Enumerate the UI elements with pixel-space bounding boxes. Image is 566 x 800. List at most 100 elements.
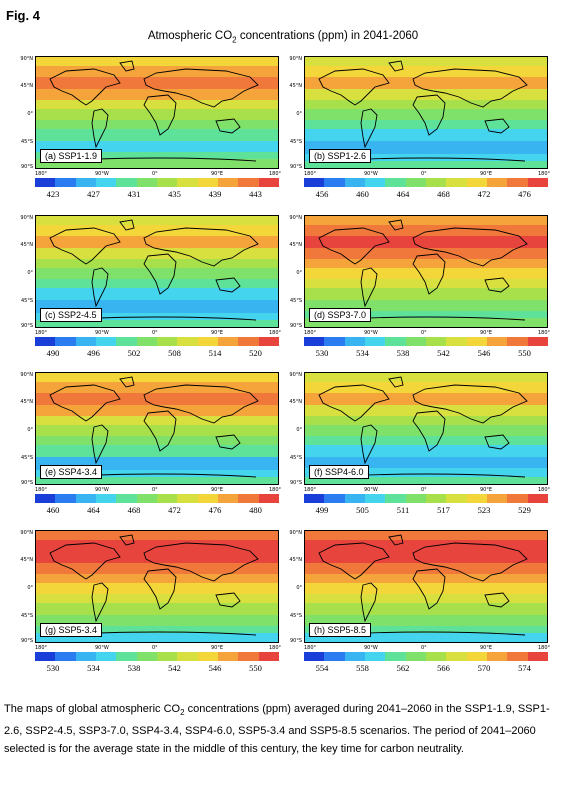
- colorbar-tick-label: 496: [87, 348, 100, 358]
- map-panel: 90°N 45°N 0° 45°S 90°S (g) SSP5-3.4 180° 90°W 0°…: [20, 530, 281, 673]
- colorbar-tick-label: 514: [208, 348, 222, 358]
- colorbar-swatch: [507, 494, 528, 503]
- coastline: [388, 219, 404, 231]
- colorbar-swatch: [304, 337, 325, 346]
- concentration-band: [36, 151, 278, 159]
- concentration-band: [36, 562, 278, 574]
- concentration-band: [305, 625, 547, 633]
- coastline: [412, 384, 528, 424]
- coastline: [360, 108, 378, 149]
- colorbar-swatch: [344, 178, 365, 187]
- colorbar-swatch: [344, 652, 365, 661]
- lat-tick-label: 45°N: [289, 557, 302, 563]
- concentration-band: [305, 614, 547, 626]
- concentration-band: [305, 424, 547, 437]
- colorbar: [35, 337, 279, 346]
- concentration-band: [305, 236, 547, 248]
- lon-tick-label: 90°W: [95, 487, 109, 493]
- lon-tick-label: 90°W: [364, 330, 378, 336]
- lat-tick-label: 90°N: [20, 215, 33, 221]
- figure-title: Atmospheric CO2 concentrations (ppm) in …: [0, 30, 566, 44]
- colorbar-swatch: [116, 652, 137, 661]
- colorbar-tick-label: 529: [518, 505, 531, 515]
- colorbar-tick-label: 546: [477, 348, 491, 358]
- coastline: [484, 118, 510, 134]
- colorbar: [304, 178, 548, 187]
- lon-tick-label: 180°: [35, 171, 48, 177]
- coastline: [119, 376, 135, 388]
- colorbar-swatch: [425, 178, 447, 187]
- coastline: [388, 376, 404, 388]
- colorbar-tick-label: 550: [518, 348, 531, 358]
- concentration-band: [36, 258, 278, 268]
- colorbar-swatch: [177, 178, 198, 187]
- colorbar-swatch: [324, 494, 345, 503]
- co2-map: (c) SSP2-4.5: [35, 215, 279, 328]
- coastline: [412, 94, 446, 136]
- concentration-band: [305, 603, 547, 615]
- concentration-band: [36, 632, 278, 642]
- colorbar-tick-label: 443: [249, 189, 262, 199]
- colorbar-swatch: [425, 494, 447, 503]
- concentration-band: [305, 225, 547, 237]
- lat-tick-label: 90°N: [289, 56, 302, 62]
- lat-tick-label: 0°: [27, 270, 33, 276]
- lat-tick-label: 45°S: [20, 139, 33, 145]
- lat-tick-label: 45°S: [20, 455, 33, 461]
- colorbar: [35, 178, 279, 187]
- coastline: [360, 424, 378, 465]
- lon-tick-label: 180°: [269, 171, 282, 177]
- colorbar-ticks: 554 558 562 566 570 574: [304, 663, 548, 675]
- concentration-band: [36, 88, 278, 100]
- colorbar-tick-label: 439: [208, 189, 222, 199]
- co2-map: (b) SSP1-2.6: [304, 56, 548, 169]
- lat-tick-label: 45°N: [20, 83, 33, 89]
- colorbar-swatch: [527, 337, 548, 346]
- concentration-band: [36, 66, 278, 78]
- concentration-band: [305, 288, 547, 300]
- colorbar-tick-label: 534: [87, 663, 100, 673]
- colorbar-swatch: [238, 652, 259, 661]
- lat-tick-label: 45°N: [20, 557, 33, 563]
- lon-tick-label: 90°W: [364, 645, 378, 651]
- colorbar-tick-label: 542: [437, 348, 450, 358]
- colorbar-swatch: [324, 178, 345, 187]
- concentration-band: [305, 551, 547, 563]
- lon-tick-label: 0°: [152, 487, 158, 493]
- lon-tick-label: 90°W: [95, 171, 109, 177]
- coastline: [49, 227, 121, 265]
- colorbar-swatch: [507, 178, 528, 187]
- colorbar-tick-label: 562: [396, 663, 410, 673]
- colorbar-swatch: [486, 494, 508, 503]
- figure-label: Fig. 4: [6, 8, 40, 23]
- colorbar-swatch: [385, 178, 406, 187]
- concentration-band: [305, 258, 547, 268]
- coastline: [143, 384, 259, 424]
- colorbar-ticks: 423 427 431 435 439 443: [35, 189, 279, 201]
- lat-tick-label: 0°: [296, 111, 302, 117]
- lat-tick-label: 90°S: [289, 323, 302, 329]
- colorbar-tick-label: 538: [127, 663, 141, 673]
- concentration-band: [36, 476, 278, 484]
- concentration-band: [36, 247, 278, 259]
- colorbar-swatch: [304, 652, 325, 661]
- lon-tick-label: 90°E: [480, 330, 493, 336]
- lat-tick-label: 90°N: [20, 56, 33, 62]
- coastline: [484, 592, 510, 608]
- lon-tick-label: 180°: [538, 645, 551, 651]
- concentration-band: [36, 614, 278, 626]
- concentration-band: [36, 216, 278, 226]
- coastline: [360, 582, 378, 623]
- lat-tick-label: 45°N: [289, 399, 302, 405]
- concentration-band: [305, 154, 547, 161]
- lon-tick-label: 180°: [35, 487, 48, 493]
- lat-tick-label: 90°N: [289, 215, 302, 221]
- colorbar-swatch: [486, 178, 508, 187]
- colorbar-swatch: [197, 494, 218, 503]
- colorbar-swatch: [95, 178, 117, 187]
- colorbar: [35, 652, 279, 661]
- co2-map: (f) SSP4-6.0: [304, 372, 548, 485]
- lat-tick-label: 45°S: [289, 139, 302, 145]
- lat-tick-label: 45°S: [289, 613, 302, 619]
- colorbar-swatch: [324, 337, 345, 346]
